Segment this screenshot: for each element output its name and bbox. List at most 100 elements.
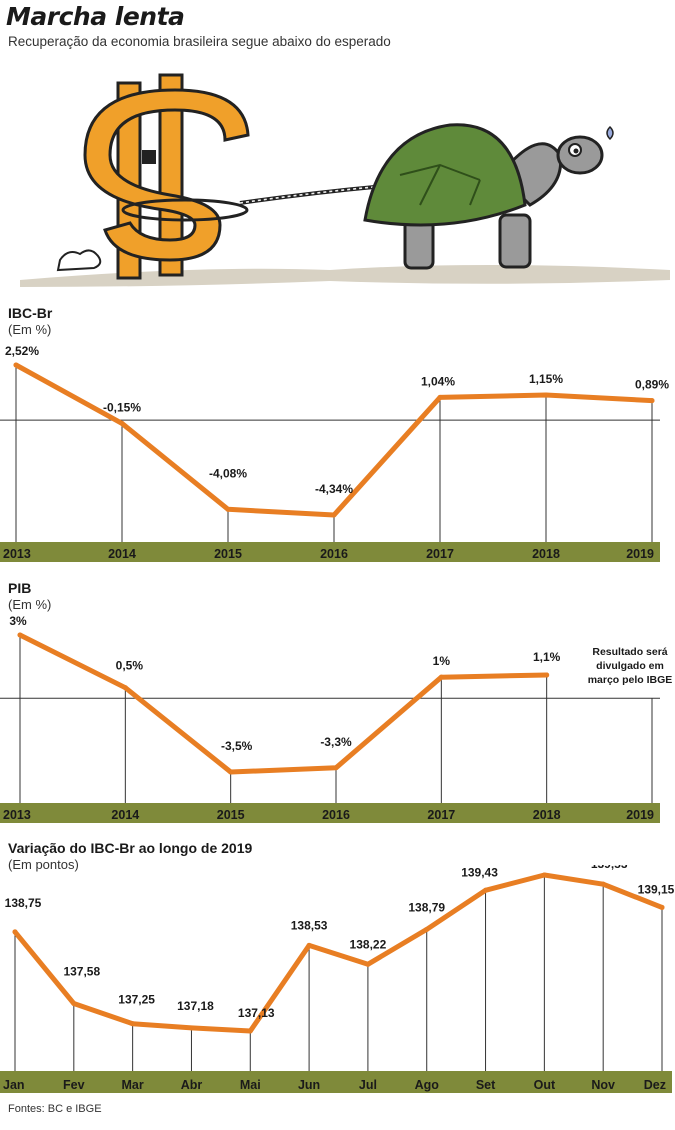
x-tick-label: Set [476,1078,496,1092]
data-label: 139,68 [526,865,563,866]
data-point [649,398,655,404]
data-label: 137,25 [118,993,155,1007]
data-point [437,394,443,400]
data-label: 138,22 [350,937,387,951]
data-label: 0,89% [635,378,669,392]
x-tick-label: 2015 [217,808,245,822]
x-tick-label: 2016 [320,547,348,561]
x-tick-label: Dez [644,1078,666,1092]
data-point [483,887,489,893]
data-point [130,1021,136,1027]
series-line [17,632,550,775]
data-point [544,672,550,678]
x-tick-label: 2017 [427,808,455,822]
x-tick-label: 2016 [322,808,350,822]
data-point [331,512,337,518]
x-tick-label: Abr [181,1078,203,1092]
data-label: -4,34% [315,482,353,496]
data-label: 0,5% [116,659,144,673]
data-point [122,685,128,691]
x-tick-label: 2015 [214,547,242,561]
x-tick-label: Mai [240,1078,261,1092]
data-point [71,1000,77,1006]
data-point [188,1025,194,1031]
x-tick-label: Nov [591,1078,615,1092]
chart3-unit: (Em pontos) [8,857,79,872]
x-tick-label: 2019 [626,808,654,822]
x-tick-label: 2018 [532,547,560,561]
data-point [225,506,231,512]
chart1-unit: (Em %) [8,322,52,337]
data-label: 1,04% [421,374,455,388]
data-point [424,926,430,932]
turtle-icon [363,123,614,270]
data-label: -3,3% [320,735,352,749]
x-tick-label: Jan [3,1078,25,1092]
source-note: Fontes: BC e IBGE [8,1103,102,1115]
data-point [659,904,665,910]
category-band [0,1071,672,1093]
x-tick-label: Out [534,1078,556,1092]
chart3-title: Variação do IBC-Br ao longo de 2019 [8,840,253,856]
data-label: 137,13 [238,1006,275,1020]
x-tick-label: 2019 [626,547,654,561]
chart1-title: IBC-Br [8,305,53,321]
x-tick-label: Jul [359,1078,377,1092]
x-tick-label: 2017 [426,547,454,561]
data-point [333,765,339,771]
page-title: Marcha lenta [6,2,185,31]
data-label: 138,75 [5,896,42,910]
data-point [17,632,23,638]
data-point [13,362,19,368]
data-point [12,929,18,935]
illustration-dollar-turtle [20,73,670,287]
x-tick-label: 2013 [3,547,31,561]
data-label: -0,15% [103,400,141,414]
x-tick-label: 2014 [111,808,139,822]
data-label: -4,08% [209,466,247,480]
chart2-title: PIB [8,580,32,596]
data-label: 139,53 [591,865,628,871]
category-band [0,803,660,823]
chart2-unit: (Em %) [8,597,52,612]
data-label: 139,15 [638,882,675,896]
ibcbr-annual-chart: 2,52% -0,15% -4,08% -4,34% 1,04% 1,15% 0,89% 20… [0,344,669,562]
x-tick-label: Jun [298,1078,320,1092]
data-label: 139,43 [461,865,498,879]
data-label: 137,58 [63,964,100,978]
x-tick-label: 2018 [533,808,561,822]
data-label: 138,79 [408,900,445,914]
data-point [541,872,547,878]
x-tick-label: 2014 [108,547,136,561]
data-point [543,392,549,398]
data-label: 2,52% [5,344,39,358]
data-label: 1% [433,654,451,668]
data-label: 1,15% [529,372,563,386]
data-point [306,942,312,948]
x-tick-label: 2013 [3,808,31,822]
x-tick-label: Mar [122,1078,144,1092]
data-point [438,674,444,680]
data-label: 1,1% [533,650,561,664]
note-text: março pelo IBGE [588,674,673,686]
category-band [0,542,660,562]
x-tick-label: Fev [63,1078,85,1092]
note-text: divulgado em [596,660,664,672]
data-label: -3,5% [221,739,253,753]
ibcbr-monthly-chart: 138,75 137,58 137,25 137,18 137,13 138,53 138,… [0,865,675,1093]
data-point [600,881,606,887]
dollar-sign-icon [83,73,250,280]
data-label: 3% [9,614,27,628]
data-label: 138,53 [291,918,328,932]
data-point [228,769,234,775]
page-subtitle: Recuperação da economia brasileira segue… [8,34,391,49]
pib-annual-chart: 3% 0,5% -3,5% -3,3% 1% 1,1% 2013 2014 2015 2016 20… [0,614,673,823]
note-text: Resultado será [592,646,667,658]
data-point [365,961,371,967]
data-point [119,420,125,426]
dust-cloud-icon [56,249,102,272]
x-tick-label: Ago [415,1078,440,1092]
data-point [247,1028,253,1034]
data-label: 137,18 [177,999,214,1013]
series-line [12,872,665,1034]
